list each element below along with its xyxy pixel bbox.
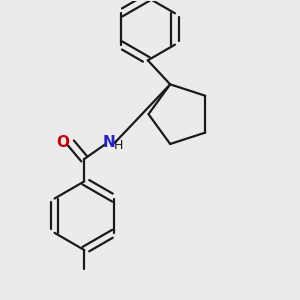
Text: H: H — [113, 139, 123, 152]
Text: N: N — [103, 134, 116, 149]
Text: O: O — [56, 135, 69, 150]
